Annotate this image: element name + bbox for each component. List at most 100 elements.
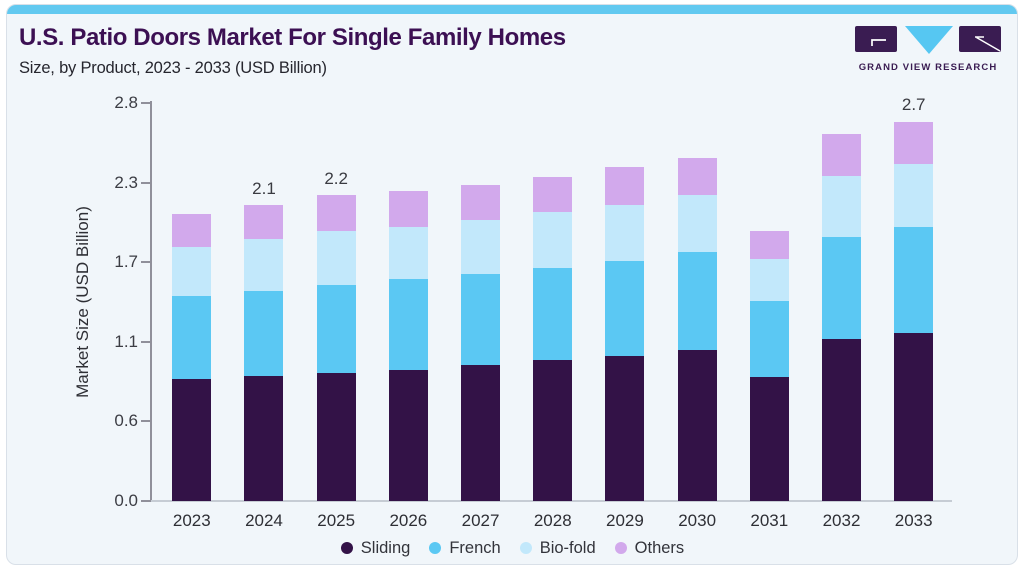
brand-logo: GRAND VIEW RESEARCH <box>853 25 1003 73</box>
legend-item-sliding: Sliding <box>340 538 411 558</box>
bar-segment-bio-fold <box>388 226 428 280</box>
bar-segment-bio-fold <box>533 212 573 268</box>
y-tick-mark <box>141 420 150 423</box>
y-tick-mark <box>141 102 150 104</box>
x-tick-label: 2026 <box>389 511 428 530</box>
chart-header: U.S. Patio Doors Market For Single Famil… <box>19 24 566 78</box>
legend-label: Bio-fold <box>539 538 596 557</box>
bar-segment-others <box>894 121 934 165</box>
bar-segment-others <box>388 191 428 227</box>
brand-logo-text: GRAND VIEW RESEARCH <box>858 62 998 73</box>
y-tick-label: 0.0 <box>114 491 138 510</box>
x-tick-label: 2025 <box>317 511 356 530</box>
top-accent-bar <box>7 5 1017 14</box>
bar-segment-others <box>533 176 573 213</box>
legend-item-bio-fold: Bio-fold <box>519 538 596 558</box>
page-subtitle: Size, by Product, 2023 - 2033 (USD Billi… <box>19 59 327 77</box>
bar-segment-sliding <box>533 360 573 501</box>
y-tick-mark <box>141 340 150 343</box>
bar-2029 <box>605 166 645 501</box>
legend-swatch-icon <box>340 542 353 554</box>
bar-segment-others <box>677 158 717 196</box>
legend-swatch-icon <box>614 542 627 554</box>
logo-g-block <box>855 26 897 52</box>
bar-segment-sliding <box>244 375 284 501</box>
bar-segment-bio-fold <box>822 175 861 237</box>
y-tick-label: 0.6 <box>114 411 138 431</box>
x-tick-label: 2029 <box>606 511 644 530</box>
bar-2023 <box>172 213 212 501</box>
bar-2032 <box>822 134 861 501</box>
y-tick-label: 2.8 <box>114 93 138 112</box>
x-tick-label: 2030 <box>678 511 717 530</box>
bar-segment-sliding <box>172 378 212 501</box>
legend-item-french: French <box>429 538 501 558</box>
bar-2033 <box>894 121 934 501</box>
y-tick-label: 1.7 <box>114 252 138 272</box>
bar-segment-french <box>388 279 428 371</box>
legend-label: Others <box>634 538 685 557</box>
bar-segment-bio-fold <box>461 219 501 274</box>
bar-2025 <box>316 195 356 501</box>
x-tick-label: 2031 <box>750 511 789 530</box>
x-tick-label: 2028 <box>533 511 572 530</box>
bar-segment-sliding <box>677 350 717 501</box>
bar-segment-bio-fold <box>894 164 934 227</box>
bar-total-label-2024: 2.1 <box>252 179 276 199</box>
bar-segment-others <box>244 205 284 240</box>
bar-segment-french <box>316 284 356 374</box>
bar-segment-others <box>822 134 861 176</box>
bar-segment-others <box>461 185 501 220</box>
bar-segment-french <box>461 273 501 365</box>
legend-item-others: Others <box>614 538 685 558</box>
bar-segment-french <box>172 296 212 379</box>
bar-segment-sliding <box>749 377 789 501</box>
y-axis-line <box>150 101 152 502</box>
legend-swatch-icon <box>519 542 532 554</box>
bar-segment-bio-fold <box>749 259 789 301</box>
logo-v-triangle-icon <box>905 26 953 54</box>
bar-segment-others <box>605 166 645 206</box>
bar-segment-bio-fold <box>244 239 284 291</box>
bar-segment-sliding <box>388 370 428 501</box>
y-tick-mark <box>141 181 150 184</box>
bar-segment-french <box>244 290 284 376</box>
bar-2030 <box>677 158 717 501</box>
bar-segment-french <box>677 252 717 351</box>
bar-total-label-2033: 2.7 <box>901 95 926 115</box>
y-tick-label: 1.1 <box>114 331 138 351</box>
bar-segment-others <box>749 230 789 260</box>
x-tick-label: 2024 <box>245 511 283 530</box>
brand-logo-icon <box>855 26 1001 54</box>
legend-swatch-icon <box>429 542 442 554</box>
x-tick-label: 2027 <box>461 511 500 530</box>
bar-segment-others <box>316 195 356 231</box>
bar-segment-french <box>894 226 934 334</box>
bar-segment-bio-fold <box>605 205 645 261</box>
legend-label: Sliding <box>360 538 411 557</box>
bar-segment-sliding <box>316 373 356 501</box>
x-tick-label: 2033 <box>894 511 933 530</box>
bar-2027 <box>461 185 501 501</box>
y-tick-mark <box>141 261 150 264</box>
bar-total-label-2025: 2.2 <box>324 169 348 189</box>
y-tick-label: 2.3 <box>114 172 138 192</box>
bar-segment-others <box>172 213 212 247</box>
bar-segment-french <box>822 236 861 339</box>
page-title: U.S. Patio Doors Market For Single Famil… <box>19 24 566 51</box>
y-axis-title: Market Size (USD Billion) <box>73 206 92 398</box>
x-tick-label: 2032 <box>822 511 861 530</box>
bar-segment-french <box>533 267 573 361</box>
bar-segment-french <box>605 260 645 357</box>
plot-area: 2023 2.1 2024 2.2 2025 2026 2027 2028 2029 2030 20… <box>151 95 952 530</box>
bar-segment-bio-fold <box>677 195 717 253</box>
bar-segment-sliding <box>822 338 861 501</box>
legend-label: French <box>449 538 501 557</box>
bar-segment-bio-fold <box>172 246 212 297</box>
bar-segment-sliding <box>461 364 501 501</box>
bar-segment-sliding <box>894 333 934 501</box>
chart-legend: Sliding French Bio-fold Others <box>0 538 1025 558</box>
bar-2031 <box>749 230 789 501</box>
y-tick-mark <box>141 500 150 502</box>
bar-segment-sliding <box>605 356 645 501</box>
